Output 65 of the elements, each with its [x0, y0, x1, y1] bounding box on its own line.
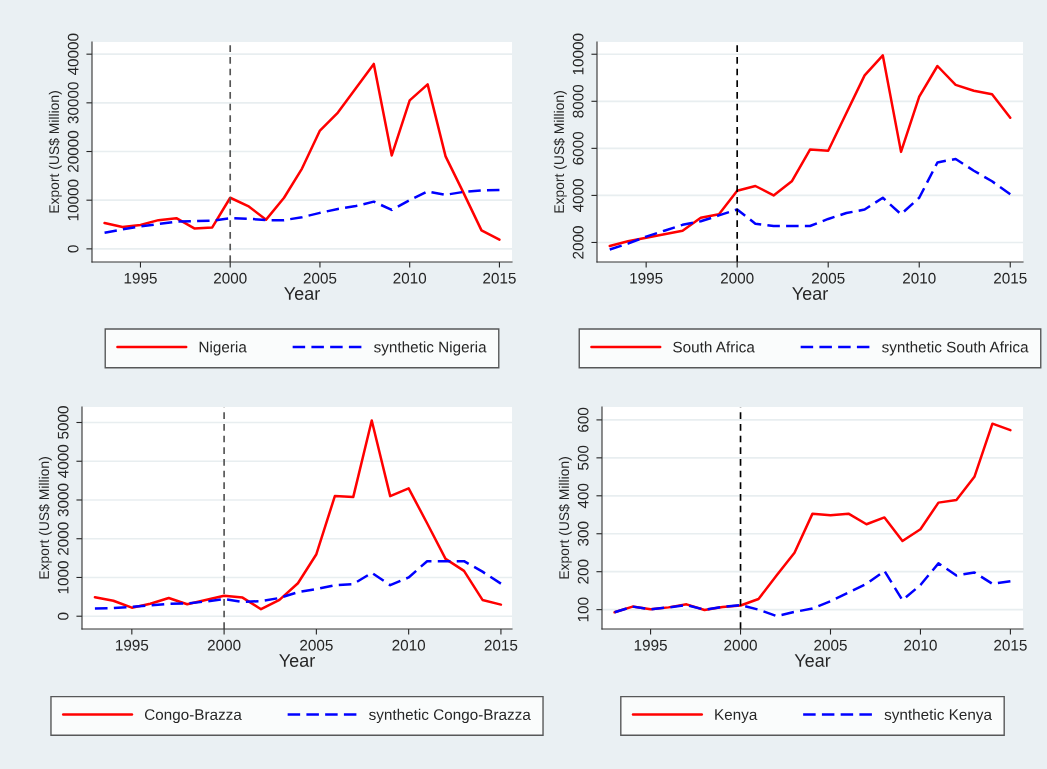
x-tick-label: 2010: [393, 272, 427, 284]
y-tick-label: 200: [577, 559, 589, 584]
y-tick-label: 2000: [572, 226, 584, 259]
line-series: [93, 419, 503, 611]
legend-label: synthetic Kenya: [884, 708, 992, 724]
x-tick-label: 2015: [994, 272, 1027, 284]
y-tick-label: 4000: [57, 444, 69, 478]
x-tick-label: 2005: [814, 639, 847, 651]
x-axis-title: Year: [279, 654, 315, 667]
y-tick-label: 5000: [57, 406, 69, 439]
x-tick-label: 2000: [213, 272, 247, 284]
y-tick-label: 3000: [57, 483, 69, 517]
line-series: [608, 157, 1012, 251]
line-series: [613, 562, 1012, 618]
x-tick-label: 1995: [634, 639, 667, 651]
y-tick-label: 8000: [572, 84, 584, 118]
y-tick-label: 100: [577, 597, 589, 622]
x-axis-title: Year: [794, 654, 831, 667]
x-tick-label: 2010: [392, 639, 426, 651]
x-tick-label: 2000: [720, 272, 754, 284]
x-tick-label: 2005: [303, 272, 337, 284]
legend-label: South Africa: [673, 341, 755, 353]
line-series: [103, 188, 501, 235]
x-axis-title: Year: [284, 287, 320, 300]
x-tick-label: 2010: [904, 639, 937, 651]
legend-label: synthetic Congo-Brazza: [369, 708, 531, 724]
y-axis-title: Export (US$ Million): [558, 457, 572, 579]
x-tick-label: 2015: [994, 639, 1027, 651]
y-tick-label: 1000: [57, 561, 69, 594]
y-axis-title: Export (US$ Million): [553, 91, 567, 213]
legend-label: synthetic Nigeria: [374, 341, 487, 356]
legend-label: synthetic South Africa: [882, 341, 1029, 356]
y-tick-label: 30000: [67, 82, 79, 124]
x-tick-label: 1995: [630, 272, 663, 284]
x-axis-title: Year: [792, 287, 828, 300]
y-tick-label: 600: [577, 407, 589, 432]
line-series: [103, 62, 501, 241]
x-tick-label: 2015: [484, 639, 518, 651]
line-series: [608, 54, 1012, 248]
legend-label: Nigeria: [199, 341, 247, 356]
x-tick-label: 1995: [124, 272, 157, 284]
x-tick-label: 2000: [724, 639, 757, 651]
x-tick-label: 2015: [483, 272, 516, 284]
line-series: [93, 559, 503, 610]
y-tick-label: 4000: [572, 179, 584, 213]
x-tick-label: 1995: [116, 639, 149, 651]
x-tick-label: 2005: [811, 272, 845, 284]
y-axis-title: Export (US$ Million): [38, 457, 52, 579]
x-tick-label: 2010: [903, 272, 936, 284]
y-tick-label: 10000: [67, 179, 79, 221]
x-tick-label: 2005: [300, 639, 333, 651]
y-tick-label: 0: [57, 612, 69, 620]
y-tick-label: 300: [577, 521, 589, 546]
y-tick-label: 6000: [572, 131, 584, 165]
y-tick-label: 20000: [67, 130, 79, 172]
y-tick-label: 0: [67, 245, 79, 253]
legend-label: Kenya: [715, 709, 758, 724]
y-tick-label: 400: [577, 483, 589, 509]
y-tick-label: 40000: [67, 33, 79, 76]
legend-label: Congo-Brazza: [144, 709, 242, 724]
y-tick-label: 10000: [572, 33, 584, 75]
y-tick-label: 2000: [57, 522, 69, 555]
y-axis-title: Export (US$ Million): [48, 91, 62, 213]
y-tick-label: 500: [577, 445, 589, 470]
x-tick-label: 2000: [207, 639, 241, 651]
